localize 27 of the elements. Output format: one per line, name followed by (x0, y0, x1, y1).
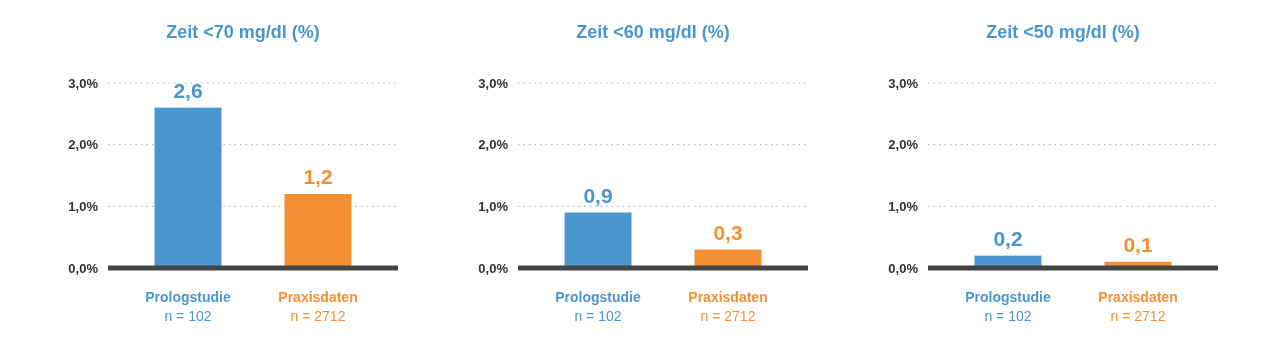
data-label: 1,2 (303, 165, 333, 188)
chart-title: Zeit <70 mg/dl (%) (166, 22, 320, 42)
x-tick-label: Praxisdaten n = 2712 (278, 289, 358, 324)
x-tick-label: Prologstudie n = 102 (555, 289, 641, 324)
data-label: 0,1 (1123, 232, 1153, 256)
data-label: 0,2 (993, 226, 1023, 250)
y-tick-label: 1,0% (888, 198, 919, 214)
y-tick-label: 3,0% (888, 75, 919, 91)
y-tick-label: 0,0% (68, 260, 99, 276)
y-tick-label: 1,0% (68, 198, 99, 214)
y-tick-label: 0,0% (478, 260, 509, 276)
y-tick-label: 3,0% (478, 75, 509, 91)
y-tick-label: 1,0% (478, 198, 509, 214)
x-tick-label: Prologstudie n = 102 (145, 289, 231, 324)
x-tick-label: Prologstudie n = 102 (965, 289, 1051, 324)
x-tick-label: Praxisdaten n = 2712 (688, 289, 768, 324)
y-tick-label: 3,0% (68, 75, 99, 91)
data-label: 0,3 (713, 220, 743, 244)
y-tick-label: 2,0% (478, 137, 509, 153)
data-label: 0,9 (583, 183, 613, 207)
chart-title: Zeit <50 mg/dl (%) (986, 22, 1140, 42)
y-tick-label: 2,0% (68, 137, 99, 153)
y-tick-label: 2,0% (888, 137, 919, 153)
data-label: 2,6 (173, 78, 203, 102)
x-tick-label: Praxisdaten n = 2712 (1098, 289, 1178, 324)
chart-title: Zeit <60 mg/dl (%) (576, 22, 730, 42)
y-tick-label: 0,0% (888, 260, 919, 276)
